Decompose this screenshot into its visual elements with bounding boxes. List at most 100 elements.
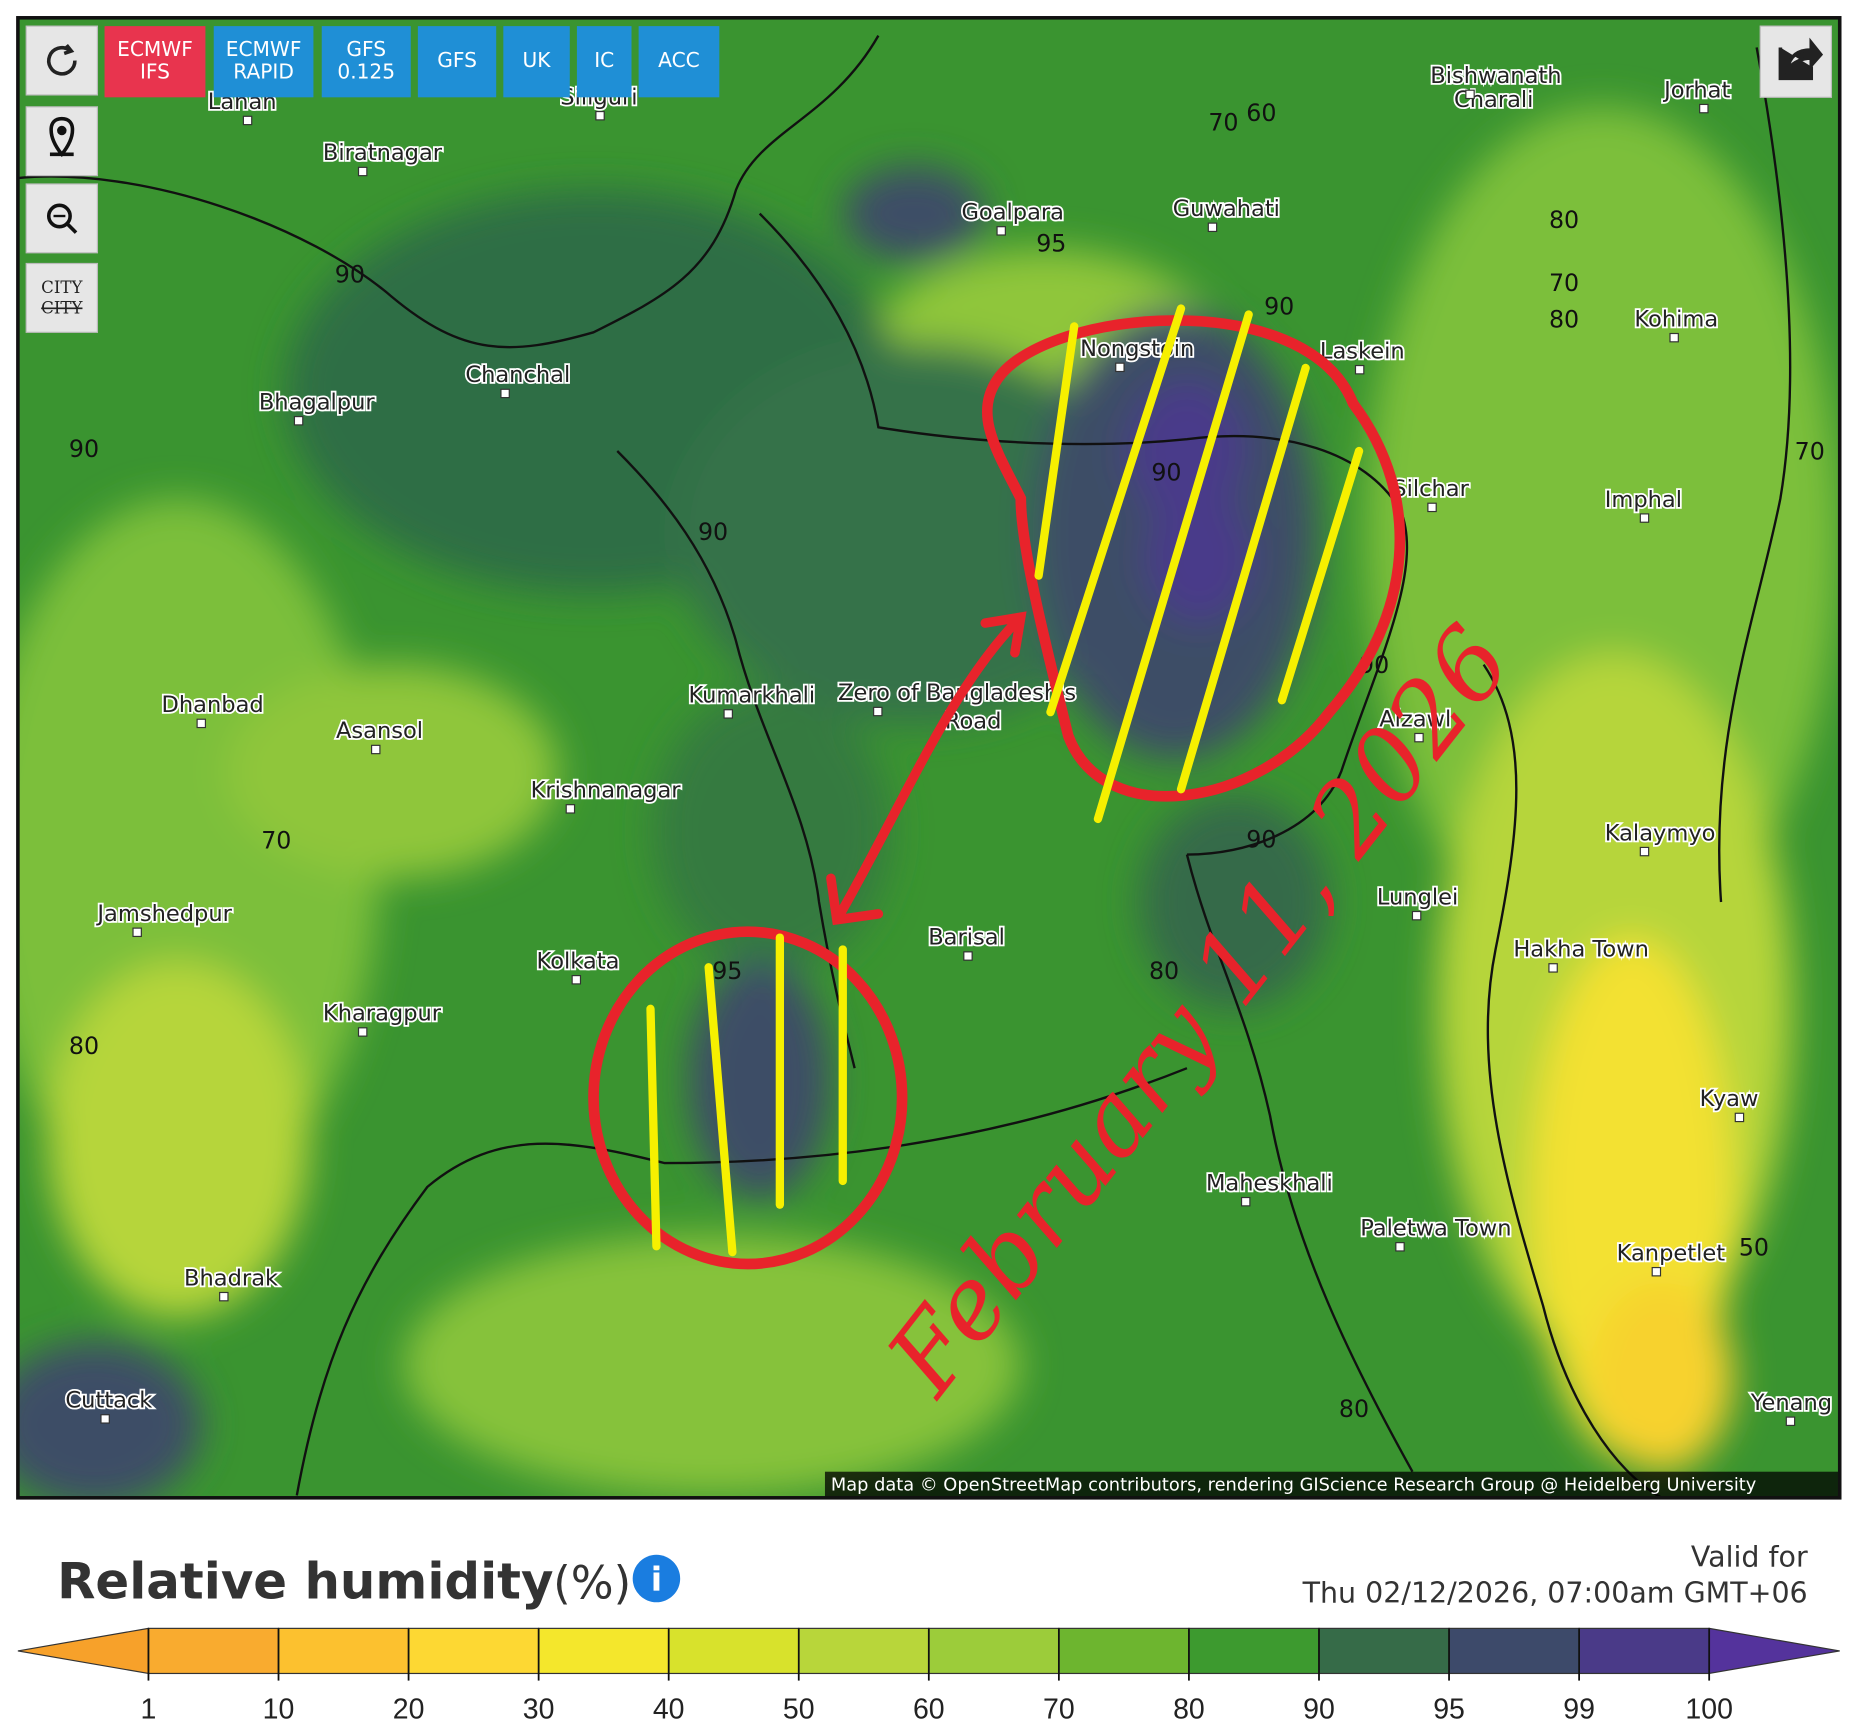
contour-label: 80: [1149, 957, 1179, 985]
info-icon[interactable]: [632, 1554, 681, 1603]
place-marker: [565, 804, 576, 814]
button-bg: [25, 183, 99, 254]
place-marker: [1354, 364, 1365, 375]
place-label: Bhadrak: [184, 1265, 278, 1291]
place-marker: [873, 706, 883, 717]
legend-unit: (%): [553, 1557, 631, 1610]
place-label: Hakha Town: [1513, 937, 1649, 963]
model-button[interactable]: GFS: [417, 26, 497, 98]
zoom-icon: [46, 203, 72, 229]
place-label: Kyaw: [1700, 1086, 1759, 1112]
colorbar-tick-label: 10: [263, 1694, 295, 1726]
place-label: Maheskhali: [1206, 1170, 1333, 1196]
place-label: Dhanbad: [162, 692, 264, 718]
place-marker: [1699, 103, 1709, 114]
colorbar-segment: [277, 1627, 410, 1675]
info-label[interactable]: i: [651, 1559, 662, 1598]
place-marker: [196, 718, 207, 729]
place-label: Lunglei: [1377, 884, 1458, 910]
colorbar-segment: [1448, 1627, 1580, 1675]
annotation-outline: [982, 315, 1406, 802]
colorbar-tick-label: 80: [1173, 1694, 1205, 1726]
button-bg: [25, 25, 99, 96]
place-label: Kohima: [1634, 306, 1718, 332]
colorbar-tick-label: 95: [1433, 1694, 1465, 1726]
place-label: Barisal: [928, 925, 1005, 951]
place-marker: [1395, 1242, 1405, 1252]
place-marker: [1651, 1266, 1662, 1277]
place-marker: [1669, 332, 1679, 343]
place-label: Yenang: [1750, 1390, 1832, 1416]
contour-label: 90: [698, 518, 728, 546]
place-label: Jorhat: [1662, 77, 1730, 103]
contour-label: 70: [261, 827, 291, 855]
button-bg: [321, 26, 411, 98]
place-label: Kharagpur: [323, 1001, 442, 1027]
place-label: Imphal: [1605, 487, 1682, 513]
colorbar-tick-label: 50: [783, 1694, 815, 1726]
contour-label: 80: [69, 1032, 99, 1060]
place-label: Paletwa Town: [1360, 1216, 1511, 1242]
place-marker: [370, 744, 381, 755]
place-marker: [500, 388, 510, 399]
pin-icon: [49, 116, 75, 158]
place-label: Cuttack: [65, 1388, 152, 1414]
colorbar-segment: [1318, 1627, 1450, 1675]
annotation-outline: [588, 926, 908, 1270]
share-button[interactable]: [1759, 25, 1833, 98]
contour-label: 95: [1036, 230, 1066, 258]
button-bg: [25, 262, 99, 333]
city-label: CITY: [41, 278, 83, 297]
colorbar-tick-label: 40: [653, 1694, 685, 1726]
place-marker: [1734, 1112, 1745, 1123]
colorbar-tick-label: 70: [1043, 1694, 1075, 1726]
model-label: ACC: [658, 48, 700, 72]
place-marker: [357, 166, 368, 177]
valid-label: Valid for: [1691, 1541, 1808, 1574]
model-label: UK: [523, 48, 552, 72]
place-label: Aizawl: [1379, 706, 1451, 732]
place-marker: [219, 1291, 229, 1302]
colorbar-tick-label: 30: [523, 1694, 555, 1726]
place-label: Kalaymyo: [1605, 820, 1716, 846]
model-button[interactable]: ACC: [638, 26, 720, 98]
contour-label: 80: [1339, 1395, 1369, 1423]
contour-label: 90: [69, 435, 99, 463]
zoom-handle: [66, 223, 78, 234]
zoom-button[interactable]: [25, 183, 99, 254]
button-bg: [213, 26, 314, 98]
colorbar-segment: [538, 1627, 670, 1675]
model-button[interactable]: UK: [503, 26, 570, 98]
place-marker: [1414, 732, 1424, 743]
colorbar-segment: [1578, 1627, 1710, 1675]
button-bg: [417, 26, 497, 98]
place-label: Guwahati: [1173, 196, 1280, 222]
place-label: Kanpetlet: [1617, 1240, 1726, 1266]
map-frame: [16, 16, 1842, 1500]
colorbar-segment: [668, 1627, 800, 1675]
model-label: IFS: [140, 59, 170, 83]
place-marker: [242, 115, 253, 126]
contour-label: 90: [1246, 825, 1276, 853]
place-marker: [1240, 1196, 1251, 1207]
model-label: IC: [594, 48, 614, 72]
place-marker: [723, 709, 733, 719]
place-marker: [996, 226, 1006, 236]
reload-button[interactable]: [25, 25, 99, 96]
colorbar-tick-label: 99: [1563, 1694, 1595, 1726]
annotation-hatch: [646, 933, 847, 1257]
pin-dot: [57, 125, 67, 136]
button-bg: [576, 26, 632, 98]
borders: [17, 35, 1792, 1498]
contour-label: 95: [712, 957, 742, 985]
model-button[interactable]: IC: [576, 26, 632, 98]
place-marker: [1639, 846, 1650, 857]
annotation-hatch: [1034, 304, 1364, 824]
place-label: Laskein: [1320, 338, 1405, 364]
colorbar-tick-label: 60: [913, 1694, 945, 1726]
location-button[interactable]: [25, 106, 99, 177]
